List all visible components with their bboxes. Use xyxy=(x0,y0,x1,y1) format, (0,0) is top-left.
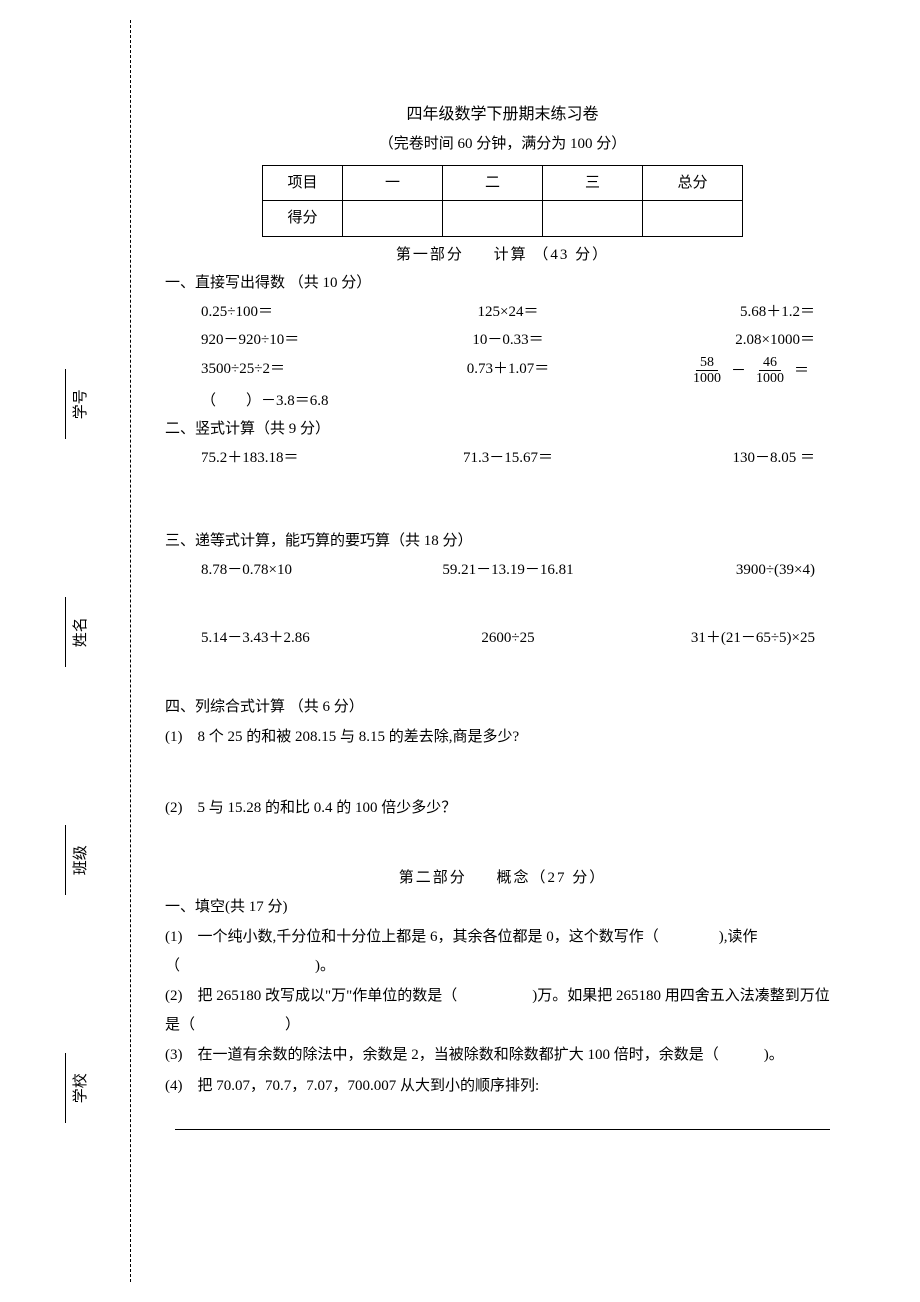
expr: 0.25÷100＝ xyxy=(201,298,406,327)
calc-row: 5.14－3.43＋2.86 2600÷25 31＋(21－65÷5)×25 xyxy=(165,624,840,653)
fill-blank-2: (2) 把 265180 改写成以"万"作单位的数是（ )万。如果把 26518… xyxy=(165,982,840,1039)
expr: 920－920÷10＝ xyxy=(201,326,406,355)
calc-row: 8.78－0.78×10 59.21－13.19－16.81 3900÷(39×… xyxy=(165,556,840,585)
part1-desc: 计算 （43 分） xyxy=(494,247,610,263)
name-label: 姓名 xyxy=(67,617,96,647)
class-field: 班级 xyxy=(65,821,96,899)
student-info-sidebar: 学校 班级 姓名 学号 xyxy=(65,290,96,1202)
expr: 2600÷25 xyxy=(406,624,611,653)
expr: 125×24＝ xyxy=(406,298,611,327)
fill-blank-4: (4) 把 70.07，70.7，7.07，700.007 从大到小的顺序排列: xyxy=(165,1072,840,1101)
expr: 71.3－15.67＝ xyxy=(406,444,611,473)
part1-heading: 第一部分 计算 （43 分） xyxy=(165,241,840,270)
frac-den: 1000 xyxy=(752,371,788,386)
school-label: 学校 xyxy=(67,1073,96,1103)
th-2: 二 xyxy=(443,165,543,201)
fill-blank-1: (1) 一个纯小数,千分位和十分位上都是 6，其余各位都是 0，这个数写作（ )… xyxy=(165,923,840,980)
part2-label: 第二部分 xyxy=(399,870,467,886)
score-cell xyxy=(643,201,743,237)
fraction-expr: 58 1000 － 46 1000 ＝ xyxy=(610,355,830,387)
th-item: 项目 xyxy=(263,165,343,201)
part1-label: 第一部分 xyxy=(396,247,464,263)
frac-eq: ＝ xyxy=(794,357,809,386)
th-1: 一 xyxy=(343,165,443,201)
binding-line xyxy=(130,20,131,1282)
expr: （ ）－3.8＝6.8 xyxy=(165,387,840,416)
th-3: 三 xyxy=(543,165,643,201)
exam-title: 四年级数学下册期末练习卷 xyxy=(165,100,840,130)
frac-num: 46 xyxy=(759,355,781,371)
word-problem-2: (2) 5 与 15.28 的和比 0.4 的 100 倍少多少？ xyxy=(165,794,840,823)
section2-title: 二、竖式计算（共 9 分） xyxy=(165,415,840,444)
word-problem-1: (1) 8 个 25 的和被 208.15 与 8.15 的差去除,商是多少? xyxy=(165,723,840,752)
exam-content: 四年级数学下册期末练习卷 （完卷时间 60 分钟，满分为 100 分） 项目 一… xyxy=(165,100,840,1130)
expr: 2.08×1000＝ xyxy=(610,326,830,355)
frac-num: 58 xyxy=(696,355,718,371)
expr: 75.2＋183.18＝ xyxy=(201,444,406,473)
class-label: 班级 xyxy=(67,845,96,875)
row-score-label: 得分 xyxy=(263,201,343,237)
section1-title: 一、直接写出得数 （共 10 分） xyxy=(165,269,840,298)
score-cell xyxy=(343,201,443,237)
expr: 130－8.05 ＝ xyxy=(610,444,830,473)
expr: 5.14－3.43＋2.86 xyxy=(201,624,406,653)
school-field: 学校 xyxy=(65,1049,96,1127)
score-table: 项目 一 二 三 总分 得分 xyxy=(262,165,743,237)
expr: 3500÷25÷2＝ xyxy=(201,355,406,387)
section3-title: 三、递等式计算，能巧算的要巧算（共 18 分） xyxy=(165,527,840,556)
expr: 59.21－13.19－16.81 xyxy=(406,556,611,585)
expr: 31＋(21－65÷5)×25 xyxy=(610,624,830,653)
expr: 5.68＋1.2＝ xyxy=(610,298,830,327)
expr: 3900÷(39×4) xyxy=(610,556,830,585)
expr: 10－0.33＝ xyxy=(406,326,611,355)
part2-s1-title: 一、填空(共 17 分) xyxy=(165,893,840,922)
expr: 8.78－0.78×10 xyxy=(201,556,406,585)
exam-subtitle: （完卷时间 60 分钟，满分为 100 分） xyxy=(165,130,840,159)
expr: 0.73＋1.07＝ xyxy=(406,355,611,387)
number-label: 学号 xyxy=(67,389,96,419)
frac-den: 1000 xyxy=(689,371,725,386)
fill-blank-3: (3) 在一道有余数的除法中，余数是 2，当被除数和除数都扩大 100 倍时，余… xyxy=(165,1041,840,1070)
section4-title: 四、列综合式计算 （共 6 分） xyxy=(165,693,840,722)
part2-desc: 概念（27 分） xyxy=(497,870,607,886)
frac-op: － xyxy=(731,357,746,386)
calc-row: 0.25÷100＝ 125×24＝ 5.68＋1.2＝ xyxy=(165,298,840,327)
score-cell xyxy=(543,201,643,237)
number-field: 学号 xyxy=(65,365,96,443)
answer-line xyxy=(175,1112,830,1130)
th-total: 总分 xyxy=(643,165,743,201)
name-field: 姓名 xyxy=(65,593,96,671)
score-cell xyxy=(443,201,543,237)
calc-row: 75.2＋183.18＝ 71.3－15.67＝ 130－8.05 ＝ xyxy=(165,444,840,473)
calc-row: 3500÷25÷2＝ 0.73＋1.07＝ 58 1000 － 46 1000 … xyxy=(165,355,840,387)
calc-row: 920－920÷10＝ 10－0.33＝ 2.08×1000＝ xyxy=(165,326,840,355)
part2-heading: 第二部分 概念（27 分） xyxy=(165,864,840,893)
